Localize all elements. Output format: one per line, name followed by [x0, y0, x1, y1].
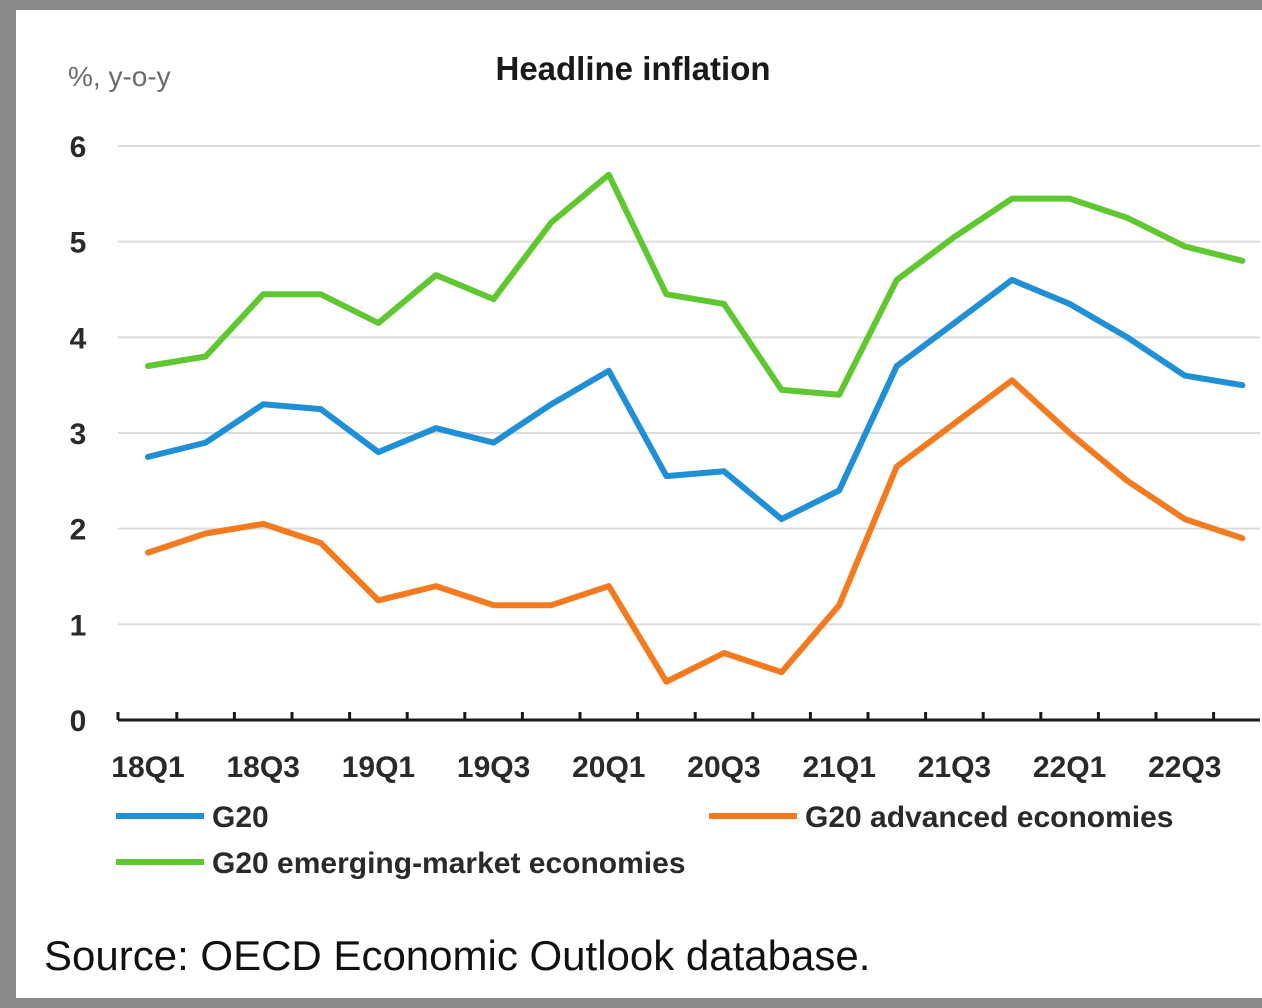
- x-tick-label: 18Q1: [111, 751, 184, 784]
- x-tick-label: 21Q3: [918, 751, 991, 784]
- series-line: [145, 377, 1246, 685]
- x-tick-label: 18Q3: [227, 751, 300, 784]
- y-tick-label: 3: [70, 418, 87, 451]
- x-tick-label: 19Q1: [342, 751, 415, 784]
- source-note: Source: OECD Economic Outlook database.: [44, 932, 870, 979]
- series-line: [145, 171, 1246, 398]
- x-axis: 18Q1 18Q3 19Q1 19Q3 20Q1 20Q3 21Q1 21Q3 22Q1 22Q3: [111, 712, 1260, 784]
- series-line: [145, 276, 1246, 523]
- series-lines: [145, 171, 1246, 685]
- legend-label: G20 advanced economies: [805, 801, 1174, 834]
- legend-label: G20 emerging-market economies: [212, 847, 686, 880]
- chart: %, y-o-y Headline inflation 0 1 2 3 4 5 6 18Q1…: [44, 50, 1260, 979]
- y-tick-label: 6: [70, 131, 87, 164]
- legend: G20 G20 advanced economies G20 emerging-ma…: [116, 801, 1174, 880]
- y-axis-unit: %, y-o-y: [68, 61, 171, 92]
- y-tick-label: 4: [70, 322, 87, 355]
- x-tick-label: 20Q1: [572, 751, 645, 784]
- y-tick-label: 1: [70, 609, 87, 642]
- y-tick-label: 0: [70, 705, 87, 738]
- y-axis-ticks: 0 1 2 3 4 5 6: [70, 131, 87, 738]
- y-tick-label: 2: [70, 514, 87, 547]
- legend-label: G20: [212, 801, 269, 834]
- x-tick-label: 22Q1: [1033, 751, 1106, 784]
- y-tick-label: 5: [70, 227, 87, 260]
- x-tick-label: 22Q3: [1148, 751, 1221, 784]
- gridlines: [118, 145, 1260, 626]
- x-tick-label: 20Q3: [687, 751, 760, 784]
- x-tick-label: 19Q3: [457, 751, 530, 784]
- chart-title: Headline inflation: [495, 50, 770, 87]
- x-tick-label: 21Q1: [803, 751, 876, 784]
- chart-frame: %, y-o-y Headline inflation 0 1 2 3 4 5 6 18Q1…: [16, 10, 1262, 998]
